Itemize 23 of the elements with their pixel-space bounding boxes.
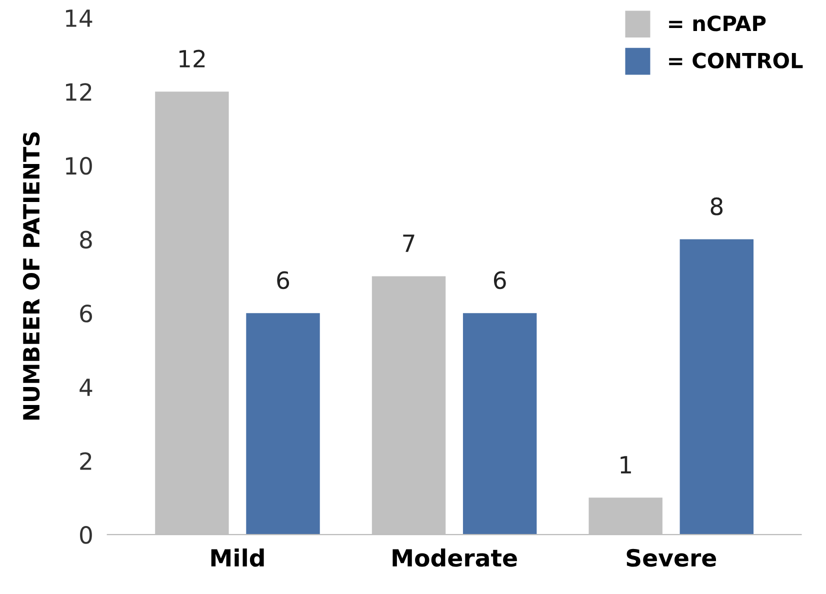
y-tick-label: 6: [80, 304, 92, 322]
bar: [462, 313, 537, 535]
y-tick-label: 14: [66, 10, 92, 27]
y-tick-label: 8: [80, 230, 92, 249]
bar: [680, 239, 754, 535]
y-tick-label: 0: [80, 526, 92, 544]
x-tick-label: Mild: [211, 548, 264, 567]
data-label: 6: [494, 271, 506, 290]
data-label: 1: [620, 456, 631, 474]
y-axis-title: NUMBEER OF PATIENTS: [22, 132, 40, 420]
y-tick-label: 4: [80, 378, 92, 396]
legend-label: = CONTROL: [669, 52, 803, 68]
x-tick-label: Moderate: [392, 548, 517, 567]
data-label: 12: [180, 50, 205, 68]
data-label: 8: [710, 197, 723, 216]
x-tick-label: Severe: [626, 548, 716, 567]
y-tick-label: 10: [66, 156, 92, 175]
data-label: 7: [403, 234, 414, 252]
data-label: 6: [277, 271, 290, 290]
y-tick-label: 12: [66, 83, 92, 101]
y-tick-label: 2: [80, 452, 92, 470]
bar: [246, 313, 320, 535]
legend-label: = nCPAP: [669, 15, 766, 32]
